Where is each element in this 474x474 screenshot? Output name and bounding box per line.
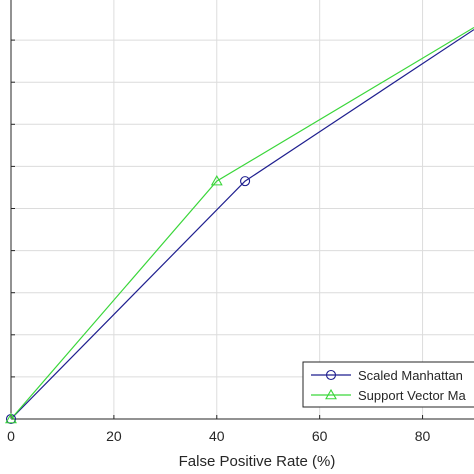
legend-box	[302, 361, 474, 408]
legend-label-1: Support Vector Ma	[358, 388, 466, 403]
legend-marker-1	[325, 388, 337, 400]
series-point-0	[240, 176, 251, 187]
x-tick-label: 40	[209, 428, 225, 444]
axes	[10, 0, 474, 420]
legend-label-0: Scaled Manhattan	[358, 368, 463, 383]
legend: Scaled Manhattan Support Vector Ma	[302, 361, 474, 408]
x-axis-label: False Positive Rate (%)	[179, 453, 336, 470]
series-line-0	[10, 29, 474, 420]
x-tick-label: 80	[415, 428, 431, 444]
series-line-1	[10, 26, 474, 420]
grid	[10, 0, 474, 420]
x-tick-label: 60	[312, 428, 328, 444]
series-point-1	[5, 412, 17, 424]
x-tick-label: 20	[106, 428, 122, 444]
tick-labels: 0 20 40 60 80	[7, 428, 430, 444]
x-tick-label: 0	[7, 428, 15, 444]
series-point-1	[210, 175, 223, 186]
series-layer	[5, 26, 474, 425]
legend-marker-0	[325, 369, 337, 381]
